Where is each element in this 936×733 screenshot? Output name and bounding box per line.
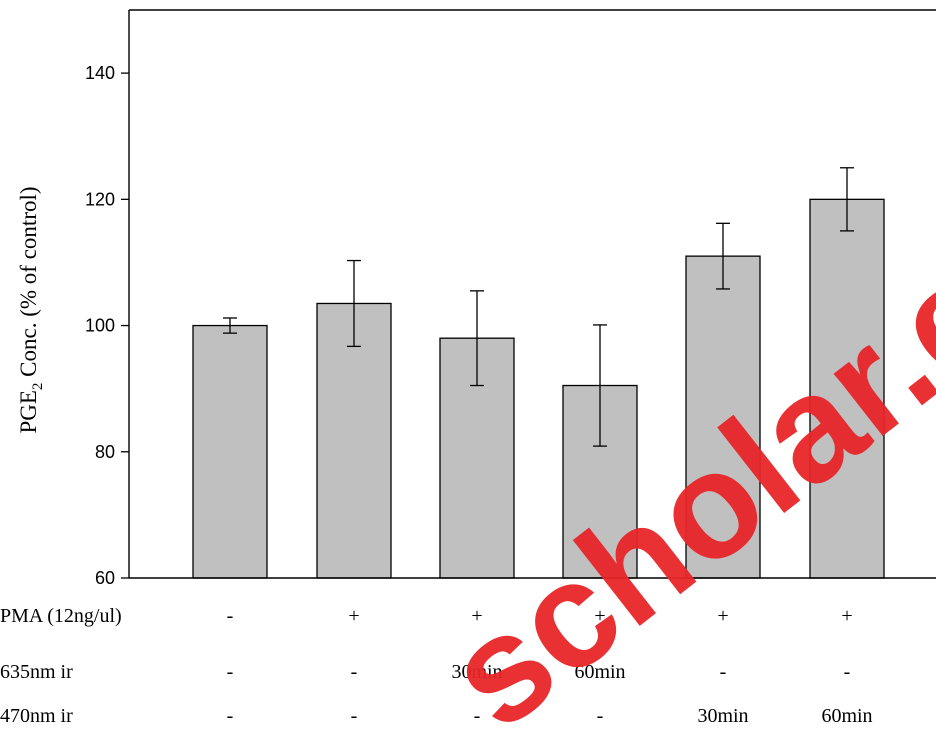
- row-1-cell-6: +: [841, 605, 852, 627]
- condition-table: PMA (12ng/ul) - + + + + +635nm ir - - 30min 60min -…: [0, 605, 873, 727]
- y-tick-label-80: 80: [95, 442, 115, 462]
- row-2-cell-4: 60min: [574, 661, 625, 683]
- row-3-cell-5: 30min: [697, 705, 748, 727]
- row-3-cell-3: -: [474, 705, 481, 727]
- row-label-1: PMA (12ng/ul): [0, 605, 122, 627]
- y-tick-label-140: 140: [85, 63, 115, 83]
- row-1-cell-3: +: [471, 605, 482, 627]
- row-1-cell-2: +: [348, 605, 359, 627]
- y-tick-label-120: 120: [85, 189, 115, 209]
- row-3-cell-4: -: [597, 705, 604, 727]
- bar-1: [192, 324, 268, 579]
- row-2-cell-5: -: [720, 661, 727, 683]
- row-1-cell-5: +: [717, 605, 728, 627]
- row-3-cell-6: 60min: [821, 705, 872, 727]
- y-axis-label-main: PGE: [16, 390, 41, 433]
- bar-6: [809, 198, 885, 579]
- row-2-cell-6: -: [844, 661, 851, 683]
- plot-area: [192, 167, 885, 579]
- row-2-cell-2: -: [351, 661, 358, 683]
- y-axis-label: PGE2 Conc. (% of control): [16, 186, 46, 433]
- row-label-2: 635nm ir: [0, 661, 73, 683]
- row-1-cell-1: -: [227, 605, 234, 627]
- y-axis-label-subscript: 2: [30, 383, 46, 391]
- y-axis: 60 80 100 120 140: [85, 9, 936, 588]
- y-tick-label-60: 60: [95, 568, 115, 588]
- row-3-cell-1: -: [227, 705, 234, 727]
- row-3-cell-2: -: [351, 705, 358, 727]
- y-tick-label-100: 100: [85, 316, 115, 336]
- row-label-3: 470nm ir: [0, 705, 73, 727]
- row-1-cell-4: +: [594, 605, 605, 627]
- y-axis-label-rest: Conc. (% of control): [16, 186, 41, 382]
- row-2-cell-1: -: [227, 661, 234, 683]
- row-2-cell-3: 30min: [451, 661, 502, 683]
